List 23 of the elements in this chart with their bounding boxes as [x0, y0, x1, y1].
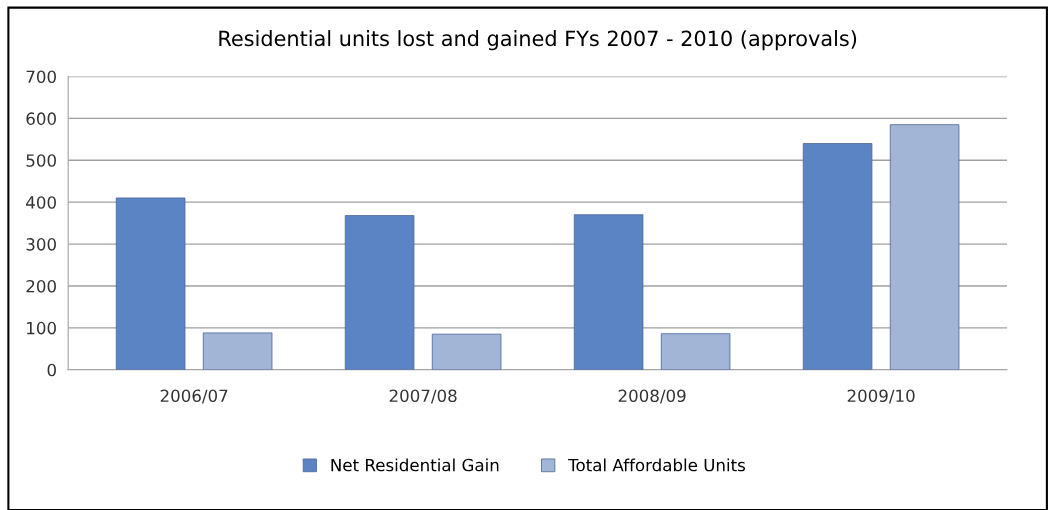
legend-label: Net Residential Gain — [331, 458, 499, 472]
bar — [344, 215, 415, 370]
y-tick-label: 500 — [26, 154, 56, 167]
y-tick-label: 0 — [47, 363, 56, 377]
legend-label: Total Affordable Units — [568, 458, 746, 472]
y-tick-label: 600 — [26, 112, 56, 125]
bar — [802, 143, 873, 370]
bar — [202, 332, 273, 370]
y-tick-label: 200 — [26, 279, 56, 293]
bar — [660, 333, 731, 370]
bar — [115, 197, 186, 370]
bar — [573, 214, 644, 370]
y-tick-label: 700 — [26, 70, 56, 84]
y-tick-label: 300 — [26, 238, 56, 251]
bar — [889, 124, 960, 370]
x-tick-label: 2009/10 — [847, 389, 915, 404]
x-tick-label: 2008/09 — [618, 389, 686, 404]
y-tick-label: 100 — [27, 321, 56, 335]
x-tick-label: 2007/08 — [389, 389, 457, 404]
y-tick-label: 400 — [26, 196, 56, 209]
x-tick-label: 2006/07 — [160, 389, 228, 404]
chart-title: Residential units lost and gained FYs 2007 - 2010 (approvals) — [219, 30, 857, 51]
bar — [431, 333, 502, 370]
